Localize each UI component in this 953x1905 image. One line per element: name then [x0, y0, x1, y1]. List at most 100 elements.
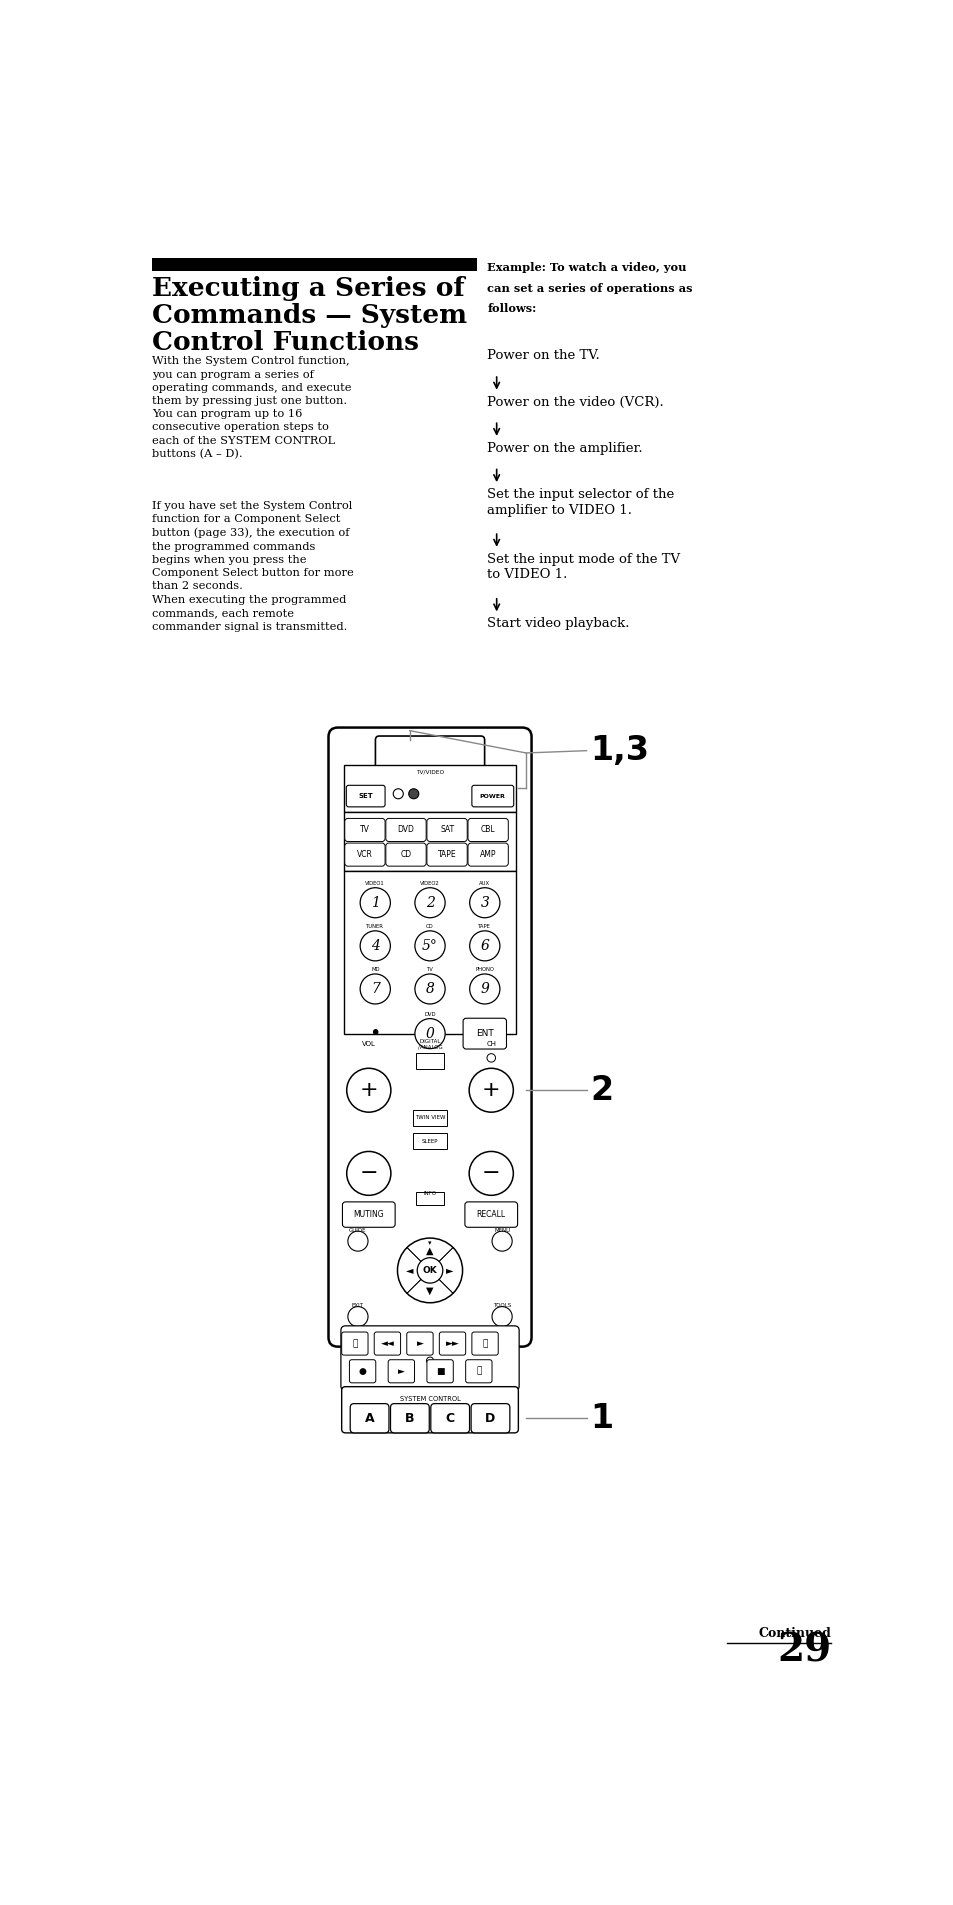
- Text: ▾: ▾: [428, 1240, 432, 1246]
- Text: VCR: VCR: [356, 850, 373, 859]
- Text: 9: 9: [480, 981, 489, 996]
- Text: CBL: CBL: [480, 825, 495, 834]
- FancyBboxPatch shape: [385, 819, 426, 842]
- Circle shape: [416, 1257, 442, 1284]
- Circle shape: [415, 1019, 445, 1048]
- Text: 5°: 5°: [421, 939, 437, 952]
- Text: Set the input selector of the
amplifier to VIDEO 1.: Set the input selector of the amplifier …: [487, 488, 674, 516]
- Text: MUTING: MUTING: [354, 1210, 384, 1219]
- Text: SAT: SAT: [439, 825, 454, 834]
- FancyBboxPatch shape: [468, 819, 508, 842]
- FancyBboxPatch shape: [350, 1404, 389, 1433]
- FancyBboxPatch shape: [344, 819, 385, 842]
- Text: TAPE: TAPE: [477, 924, 491, 930]
- Text: TUNER: TUNER: [366, 924, 384, 930]
- Circle shape: [360, 932, 390, 960]
- Circle shape: [415, 973, 445, 1004]
- FancyBboxPatch shape: [427, 844, 467, 867]
- FancyBboxPatch shape: [390, 1404, 429, 1433]
- Circle shape: [469, 973, 499, 1004]
- Circle shape: [469, 1151, 513, 1194]
- Circle shape: [348, 1307, 368, 1326]
- Bar: [413, 1111, 447, 1126]
- FancyBboxPatch shape: [375, 735, 484, 768]
- Text: D: D: [485, 1412, 495, 1425]
- Text: 8: 8: [425, 981, 434, 996]
- Text: 2: 2: [590, 1074, 613, 1107]
- Text: Power on the video (VCR).: Power on the video (VCR).: [487, 396, 663, 410]
- FancyBboxPatch shape: [341, 1332, 368, 1354]
- Circle shape: [486, 1053, 495, 1063]
- Text: ◄◄: ◄◄: [380, 1339, 394, 1349]
- Text: DIGITAL
/ANALOG: DIGITAL /ANALOG: [417, 1038, 442, 1050]
- Text: CH: CH: [486, 1040, 496, 1048]
- FancyBboxPatch shape: [341, 1387, 517, 1433]
- Text: ENT: ENT: [476, 1029, 493, 1038]
- Text: Example: To watch a video, you: Example: To watch a video, you: [487, 263, 686, 274]
- Text: ⏭: ⏭: [482, 1339, 487, 1349]
- Circle shape: [408, 789, 418, 798]
- Text: Power on the TV.: Power on the TV.: [487, 349, 599, 362]
- Text: ►: ►: [397, 1366, 404, 1375]
- Text: ⏮: ⏮: [352, 1339, 357, 1349]
- Text: AMP: AMP: [479, 850, 496, 859]
- FancyBboxPatch shape: [374, 1332, 400, 1354]
- Text: CD: CD: [400, 850, 411, 859]
- Text: 1,3: 1,3: [590, 733, 649, 768]
- FancyBboxPatch shape: [471, 1404, 509, 1433]
- Circle shape: [469, 888, 499, 918]
- Text: C: C: [445, 1412, 455, 1425]
- Text: ▼: ▼: [426, 1286, 434, 1295]
- Text: 6: 6: [480, 939, 489, 952]
- Text: Executing a Series of
Commands — System
Control Functions: Executing a Series of Commands — System …: [152, 276, 466, 354]
- Bar: [413, 1133, 447, 1149]
- Circle shape: [426, 1356, 433, 1364]
- Text: ⏸: ⏸: [476, 1366, 481, 1375]
- Circle shape: [492, 1307, 512, 1326]
- FancyBboxPatch shape: [472, 1332, 497, 1354]
- FancyBboxPatch shape: [465, 1360, 492, 1383]
- FancyBboxPatch shape: [328, 728, 531, 1347]
- Text: CD: CD: [426, 924, 434, 930]
- Text: AUX: AUX: [478, 882, 490, 886]
- Circle shape: [415, 932, 445, 960]
- Text: −: −: [481, 1164, 500, 1183]
- Circle shape: [360, 888, 390, 918]
- Text: TAPE: TAPE: [437, 850, 456, 859]
- FancyBboxPatch shape: [349, 1360, 375, 1383]
- Text: 3: 3: [480, 895, 489, 911]
- Bar: [416, 1193, 443, 1206]
- Text: ■: ■: [436, 1366, 444, 1375]
- Text: SYSTEM CONTROL: SYSTEM CONTROL: [399, 1396, 460, 1402]
- Text: 0: 0: [425, 1027, 434, 1040]
- FancyBboxPatch shape: [388, 1360, 415, 1383]
- Bar: [344, 812, 516, 871]
- Text: B: B: [405, 1412, 415, 1425]
- Text: GUIDE: GUIDE: [349, 1229, 366, 1233]
- Text: VOL: VOL: [361, 1040, 375, 1048]
- Text: TV: TV: [426, 968, 433, 972]
- FancyBboxPatch shape: [431, 1404, 469, 1433]
- FancyBboxPatch shape: [427, 1360, 453, 1383]
- Text: MENU: MENU: [494, 1229, 510, 1233]
- Text: ►►: ►►: [445, 1339, 459, 1349]
- FancyBboxPatch shape: [439, 1332, 465, 1354]
- FancyBboxPatch shape: [385, 844, 426, 867]
- Text: TV/VIDEO: TV/VIDEO: [416, 770, 444, 775]
- Text: +: +: [359, 1080, 377, 1101]
- Text: •: •: [369, 1025, 380, 1044]
- FancyBboxPatch shape: [427, 819, 467, 842]
- Circle shape: [393, 789, 403, 798]
- Text: Continued: Continued: [758, 1627, 831, 1640]
- Text: TOOLS: TOOLS: [493, 1303, 511, 1309]
- Circle shape: [346, 1069, 391, 1113]
- FancyBboxPatch shape: [468, 844, 508, 867]
- Text: ▲: ▲: [426, 1246, 434, 1255]
- Text: MD: MD: [371, 968, 379, 972]
- Text: 29: 29: [777, 1631, 831, 1669]
- Text: 7: 7: [371, 981, 379, 996]
- Text: 2: 2: [425, 895, 434, 911]
- Bar: [344, 764, 516, 812]
- Text: If you have set the System Control
function for a Component Select
button (page : If you have set the System Control funct…: [152, 501, 354, 591]
- Text: Power on the amplifier.: Power on the amplifier.: [487, 442, 642, 455]
